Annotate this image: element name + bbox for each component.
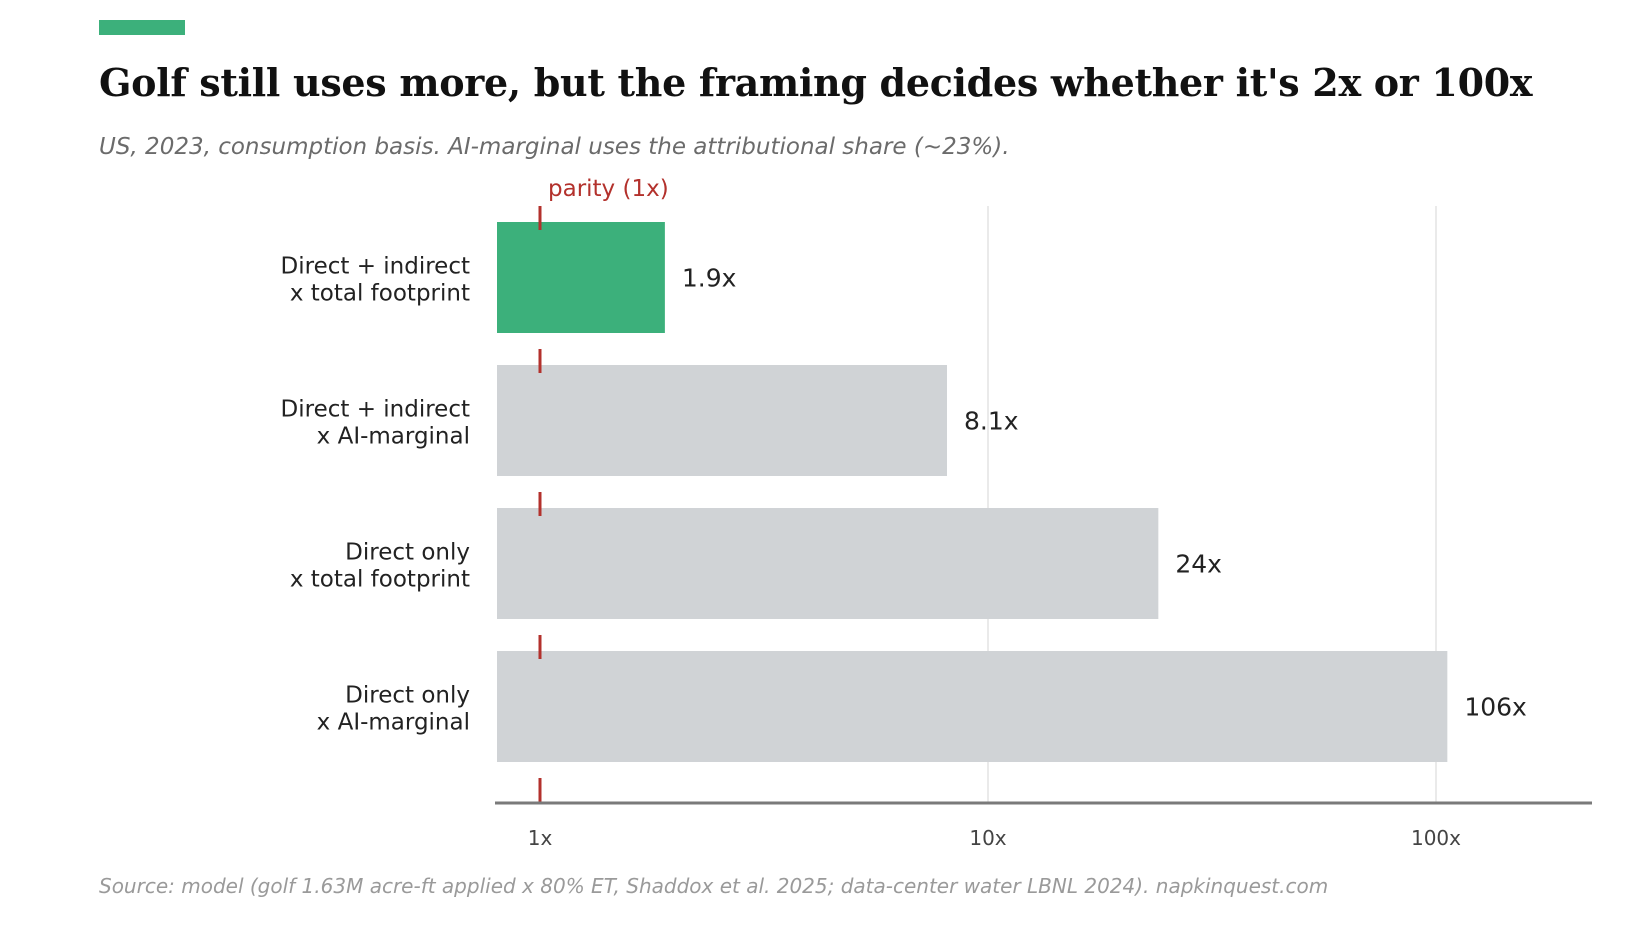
accent-bar <box>99 20 185 35</box>
x-axis: 1x 10x 100x <box>495 801 1592 850</box>
category-label-line: x total footprint <box>290 567 470 593</box>
category-label-line: x AI-marginal <box>317 424 470 450</box>
category-label-1: Direct + indirect x AI-marginal <box>281 397 470 450</box>
chart-subtitle: US, 2023, consumption basis. AI-marginal… <box>99 134 1010 160</box>
bar-0 <box>497 222 665 333</box>
category-label-2: Direct only x total footprint <box>290 540 470 593</box>
category-label-3: Direct only x AI-marginal <box>317 683 470 736</box>
parity-reference: parity (1x) <box>538 176 669 803</box>
value-label-0: 1.9x <box>682 264 737 293</box>
value-label-1: 8.1x <box>964 407 1019 436</box>
tick-label-10x: 10x <box>969 826 1006 850</box>
source-note: Source: model (golf 1.63M acre-ft applie… <box>99 874 1329 898</box>
category-label-line: Direct + indirect <box>281 254 470 280</box>
bar-1 <box>497 365 948 476</box>
parity-label: parity (1x) <box>548 176 669 202</box>
tick-label-100x: 100x <box>1411 826 1461 850</box>
value-label-3: 106x <box>1464 693 1527 722</box>
value-label-2: 24x <box>1175 550 1222 579</box>
bar-2 <box>497 508 1159 619</box>
category-label-line: x AI-marginal <box>317 710 470 736</box>
category-label-line: x total footprint <box>290 281 470 307</box>
category-label-line: Direct + indirect <box>281 397 470 423</box>
category-label-line: Direct only <box>345 683 470 709</box>
tick-label-1x: 1x <box>528 826 553 850</box>
category-label-line: Direct only <box>345 540 470 566</box>
bar-3 <box>497 651 1448 762</box>
chart-title: Golf still uses more, but the framing de… <box>99 60 1533 105</box>
category-label-0: Direct + indirect x total footprint <box>281 254 470 307</box>
